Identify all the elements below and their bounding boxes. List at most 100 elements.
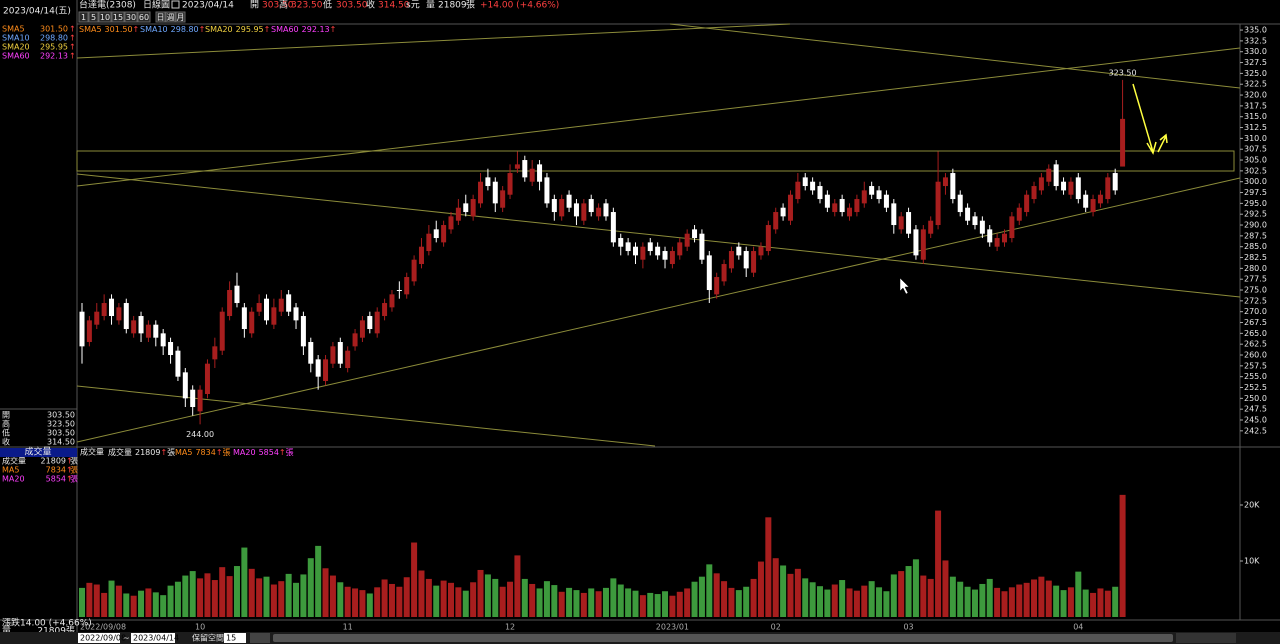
unit: s元	[406, 1, 420, 11]
volume-bar	[514, 555, 521, 617]
y-tick-label: 255.0	[1244, 372, 1267, 381]
candle-body	[1090, 199, 1096, 213]
candle-body	[478, 181, 484, 204]
interval-button[interactable]	[88, 11, 99, 23]
volume-bar	[566, 587, 573, 617]
candle-body	[204, 363, 210, 395]
volume-bar	[138, 590, 145, 617]
volume-bar	[765, 517, 772, 617]
volume-bar	[639, 595, 646, 617]
volume-bar	[455, 587, 462, 617]
volume-bar	[573, 590, 580, 617]
candle-body	[138, 316, 144, 334]
start-select[interactable]	[78, 633, 120, 643]
candle-body	[898, 216, 904, 230]
volume-bar	[219, 567, 226, 617]
arrow: ↑	[69, 34, 76, 43]
trend-line	[76, 47, 1241, 187]
scrollbar[interactable]	[273, 634, 1173, 642]
volume-bar	[1090, 592, 1097, 617]
end-select[interactable]	[131, 633, 175, 643]
candle-body	[802, 177, 808, 187]
volume-bar	[1038, 576, 1045, 617]
volume-bar	[713, 573, 720, 617]
y-tick-label: 292.5	[1244, 210, 1267, 219]
interval-button[interactable]	[137, 11, 151, 23]
tool-icons[interactable]	[1176, 633, 1236, 643]
sma-name: SMA60	[2, 52, 30, 61]
volume-bar	[448, 582, 454, 617]
volume-bar	[470, 582, 477, 617]
volume-bar	[241, 547, 248, 617]
sma-name: SMA5	[2, 25, 25, 34]
interval-button[interactable]	[175, 11, 186, 23]
volume-bar	[115, 585, 122, 617]
interval-button[interactable]	[98, 11, 112, 23]
volume-bar	[1053, 585, 1060, 617]
candle-body	[352, 333, 358, 347]
y-tick-label: 252.5	[1244, 383, 1267, 392]
volume-value: 21809	[41, 457, 66, 466]
y-tick-label: 325.0	[1244, 69, 1267, 78]
y-tick-label: 282.5	[1244, 253, 1267, 262]
volume-bar	[174, 581, 181, 617]
volume-bar	[300, 574, 307, 617]
candle-body	[227, 290, 233, 317]
sma-name: SMA10	[2, 34, 30, 43]
candle-body	[1061, 181, 1067, 191]
candle-body	[1002, 233, 1007, 243]
y-tick-label: 297.5	[1244, 188, 1267, 197]
quote-label: 開	[2, 411, 10, 420]
quote-date: 2023/04/14	[182, 1, 234, 11]
quote-label: 開	[250, 0, 259, 11]
volume-bar	[676, 591, 683, 617]
quote-label: 高	[2, 419, 10, 429]
volume-label: 量	[2, 626, 11, 637]
change: +14.00 (+4.66%)	[480, 1, 559, 11]
candle-body	[278, 298, 284, 312]
volume-bar	[912, 559, 919, 617]
candle-body	[448, 216, 454, 230]
volume-bar	[425, 578, 432, 617]
volume-bar	[1060, 590, 1067, 617]
y-tick-label: 310.0	[1244, 134, 1267, 143]
interval-button[interactable]	[165, 11, 176, 23]
button-label: 月	[177, 13, 185, 22]
sma-value: 292.13	[40, 52, 68, 61]
interval-button[interactable]	[155, 11, 166, 23]
unit: 張	[70, 466, 78, 475]
volume-bar	[647, 592, 654, 617]
volume-bar	[831, 584, 838, 617]
legend-text: SMA60	[271, 25, 299, 34]
y-tick-label: 260.0	[1244, 351, 1267, 360]
volume-bar	[293, 582, 300, 617]
volume-bar	[359, 590, 366, 617]
legend: SMA5 301.50↑SMA5 301.50 ↑ SMA10 298.80↑SMA10 2…	[2, 25, 336, 484]
volume-bar	[477, 569, 484, 617]
zoom-buttons[interactable]	[250, 633, 270, 643]
interval-button[interactable]	[124, 11, 138, 23]
legend-text: ↑	[133, 25, 140, 34]
volume-bar	[388, 583, 395, 617]
candle-body	[485, 177, 491, 187]
candle-body	[618, 238, 624, 247]
quote-value: 323.50	[291, 1, 323, 11]
interval-button[interactable]	[78, 11, 89, 23]
candle-body	[404, 277, 410, 295]
y-tick-label: 295.0	[1244, 199, 1267, 208]
candle-body	[1105, 177, 1111, 200]
candle-body	[359, 320, 365, 338]
legend-text: SMA5	[79, 25, 102, 34]
reserve-input[interactable]	[224, 633, 246, 643]
candle-body	[1120, 118, 1126, 167]
trend-line	[76, 177, 1241, 443]
interval-button[interactable]	[111, 11, 125, 23]
quote-value: 303.50	[336, 1, 368, 11]
legend-text: 成交量	[108, 447, 132, 457]
candle-body	[883, 194, 889, 208]
legend-text: SMA20	[205, 25, 233, 34]
volume-bar	[248, 568, 255, 617]
volume-bar	[876, 587, 883, 617]
